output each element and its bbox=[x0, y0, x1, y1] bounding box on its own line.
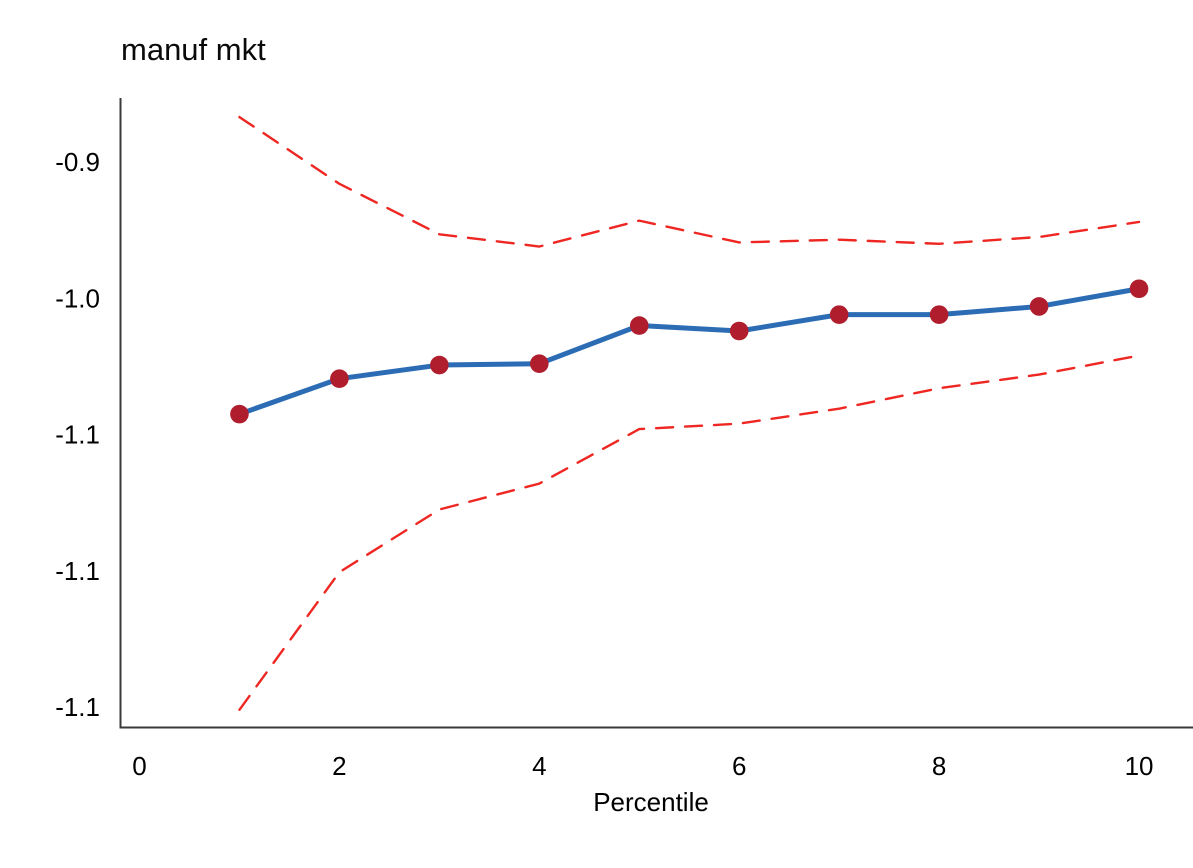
x-tick-label: 2 bbox=[332, 751, 346, 781]
data-point-marker bbox=[430, 355, 449, 375]
y-tick-label: -1.1 bbox=[55, 420, 100, 450]
data-point-marker bbox=[1029, 297, 1049, 316]
x-axis-title: Percentile bbox=[593, 787, 709, 817]
x-tick-label: 8 bbox=[932, 751, 946, 781]
y-tick-label: -1.1 bbox=[55, 556, 100, 586]
data-point-marker bbox=[629, 316, 649, 335]
plot-area: -0.9 -1.0 -1.1 -1.1 -1.1 0 2 4 6 8 10 bbox=[55, 98, 1193, 781]
series-upper-confidence-bound-line bbox=[238, 115, 1141, 248]
y-tick-label: -1.1 bbox=[55, 692, 100, 722]
series-estimate-line bbox=[236, 286, 1142, 417]
x-tick-label: 4 bbox=[532, 751, 546, 781]
x-tick-label: 10 bbox=[1125, 751, 1154, 781]
chart-title: manuf mkt bbox=[121, 32, 266, 67]
data-point-marker bbox=[530, 354, 549, 373]
data-point-marker bbox=[1129, 279, 1149, 299]
data-point-marker bbox=[729, 321, 749, 341]
series-lower-confidence-bound-line bbox=[238, 354, 1141, 711]
data-point-marker bbox=[929, 305, 949, 324]
data-point-marker bbox=[230, 404, 249, 424]
data-point-marker bbox=[829, 305, 849, 324]
x-tick-label: 6 bbox=[732, 751, 746, 781]
y-tick-label: -1.0 bbox=[55, 283, 100, 313]
data-point-marker bbox=[330, 369, 349, 388]
y-tick-label: -0.9 bbox=[55, 147, 100, 177]
x-tick-label: 0 bbox=[132, 751, 146, 781]
